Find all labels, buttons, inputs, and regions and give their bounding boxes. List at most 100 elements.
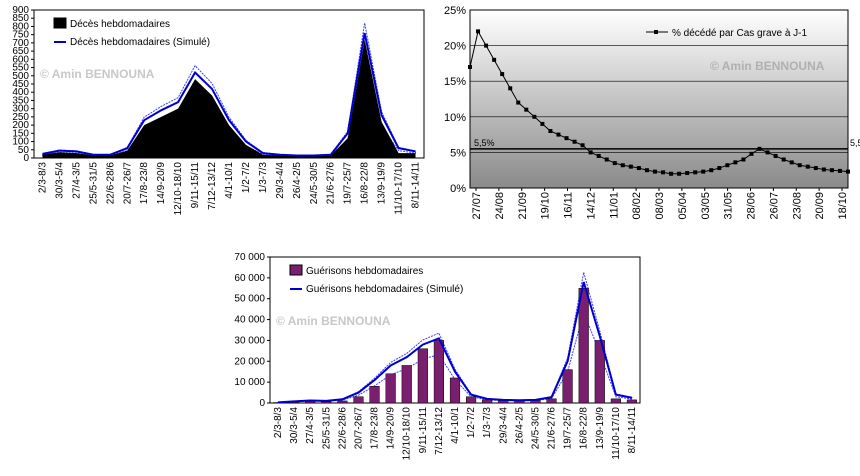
y-tick-label: 750 — [12, 30, 29, 41]
y-tick-label: 800 — [12, 21, 29, 32]
x-tick-label: 31/05 — [723, 192, 735, 220]
data-point — [476, 29, 481, 34]
deaths-chart: 0501001502002503003504004505005506006507… — [12, 5, 425, 216]
x-tick-label: 9/11-15/11 — [418, 407, 429, 454]
legend: % décédé par Cas grave à J-1 — [646, 28, 808, 39]
y-tick-label: 5% — [450, 147, 466, 159]
data-point — [604, 157, 609, 162]
x-tick-label: 7/12-13/12 — [207, 162, 218, 210]
legend-swatch — [289, 264, 303, 276]
y-tick-label: 100 — [12, 137, 29, 148]
data-point — [661, 170, 666, 175]
x-tick-label: 25/5-31/5 — [321, 407, 332, 450]
y-tick-label: 10% — [444, 112, 466, 124]
data-point — [693, 170, 698, 175]
y-tick-label: 200 — [12, 120, 29, 131]
data-point — [765, 150, 770, 155]
x-tick-label: 2/3-8/3 — [37, 162, 48, 194]
y-tick-label: 70 000 — [234, 252, 265, 263]
x-tick-label: 19/10 — [540, 192, 552, 220]
series-simulated-line — [277, 281, 633, 404]
watermark: © Amin BENNOUNA — [276, 314, 391, 328]
x-tick-label: 17/8-23/8 — [139, 162, 150, 205]
data-point — [797, 163, 802, 168]
data-point — [773, 153, 778, 158]
data-point — [540, 121, 545, 126]
x-tick-label: 23/08 — [791, 192, 803, 220]
data-point — [628, 164, 633, 169]
y-tick-label: 0 — [259, 398, 265, 409]
x-tick-label: 22/6-28/6 — [337, 407, 348, 450]
x-tick-label: 20/7-26/7 — [353, 407, 364, 450]
watermark: © Amin BENNOUNA — [710, 59, 825, 73]
data-point — [741, 157, 746, 162]
x-tick-label: 11/10-17/10 — [611, 407, 622, 460]
x-tick-label: 19/7-25/7 — [563, 407, 574, 450]
x-tick-label: 26/4-2/5 — [292, 162, 303, 199]
data-point — [837, 168, 842, 173]
y-tick-label: 10 000 — [234, 377, 265, 388]
x-tick-label: 29/3-4/4 — [498, 407, 509, 444]
bar — [353, 396, 364, 404]
x-tick-label: 7/12-13/12 — [434, 407, 445, 455]
data-point — [813, 166, 818, 171]
x-tick-label: 16/8-22/8 — [360, 162, 371, 205]
data-point — [492, 57, 497, 62]
x-tick-label: 19/7-25/7 — [343, 162, 354, 205]
legend-label: % décédé par Cas grave à J-1 — [672, 28, 808, 39]
bar — [321, 401, 332, 404]
data-point — [620, 163, 625, 168]
watermark: © Amin BENNOUNA — [40, 67, 155, 81]
data-point — [516, 100, 521, 105]
deaths-ratio-chart: 0% 5% 10% 15% 20% 25% 5,5% 5,5% 27/07 24/08 21/09 1… — [444, 5, 860, 220]
bar — [594, 340, 605, 404]
bar — [337, 400, 348, 404]
y-tick-label: 600 — [12, 54, 29, 65]
x-tick-label: 30/3-5/4 — [54, 162, 65, 199]
bar — [449, 377, 461, 404]
recoveries-chart: 0 10 000 20 000 30 000 40 000 50 000 60 000 70 … — [234, 252, 641, 460]
x-tick-label: 14/9-20/9 — [156, 162, 167, 205]
data-point — [781, 157, 786, 162]
x-tick-label: 21/6-27/6 — [326, 162, 337, 205]
data-point — [468, 64, 472, 69]
bar — [626, 399, 638, 404]
bar — [385, 373, 396, 404]
data-point — [508, 86, 513, 91]
bar — [433, 340, 444, 404]
y-tick-label: 20% — [444, 41, 466, 53]
y-tick-label: 40 000 — [234, 315, 265, 326]
data-point — [572, 139, 577, 144]
bar — [610, 398, 621, 404]
y-tick-label: 50 000 — [234, 294, 265, 305]
x-tick-label: 05/04 — [677, 192, 689, 220]
x-tick-label: 12/10-18/10 — [173, 162, 184, 216]
x-tick-label: 27/4-3/5 — [305, 407, 316, 444]
data-point — [652, 169, 657, 174]
data-point — [733, 160, 738, 165]
legend: Guérisons hebdomadaires Guérisons hebdoma… — [289, 264, 463, 295]
y-tick-label: 300 — [12, 104, 29, 115]
data-point — [669, 171, 674, 176]
x-tick-label: 16/11 — [563, 192, 575, 219]
x-tick-label: 30/3-5/4 — [289, 407, 300, 444]
bar — [417, 348, 428, 404]
data-point — [612, 161, 617, 166]
bar — [369, 386, 380, 404]
data-point — [821, 167, 826, 172]
data-point — [564, 136, 569, 141]
reference-label-left: 5,5% — [474, 138, 495, 148]
y-tick-label: 400 — [12, 87, 29, 98]
x-tick-label: 11/01 — [608, 192, 620, 219]
legend-swatch — [53, 17, 67, 29]
y-tick-label: 550 — [12, 63, 29, 74]
x-tick-label: 21/09 — [517, 192, 529, 220]
legend-label: Décès hebdomadaires — [70, 19, 170, 30]
x-tick-label: 08/02 — [631, 192, 643, 220]
data-point — [636, 166, 641, 171]
y-tick-label: 60 000 — [234, 273, 265, 284]
reference-label-right: 5,5% — [850, 138, 860, 148]
series-simulated-line — [42, 32, 416, 157]
data-point — [588, 150, 593, 155]
legend-label: Décès hebdomadaires (Simulé) — [70, 37, 210, 48]
